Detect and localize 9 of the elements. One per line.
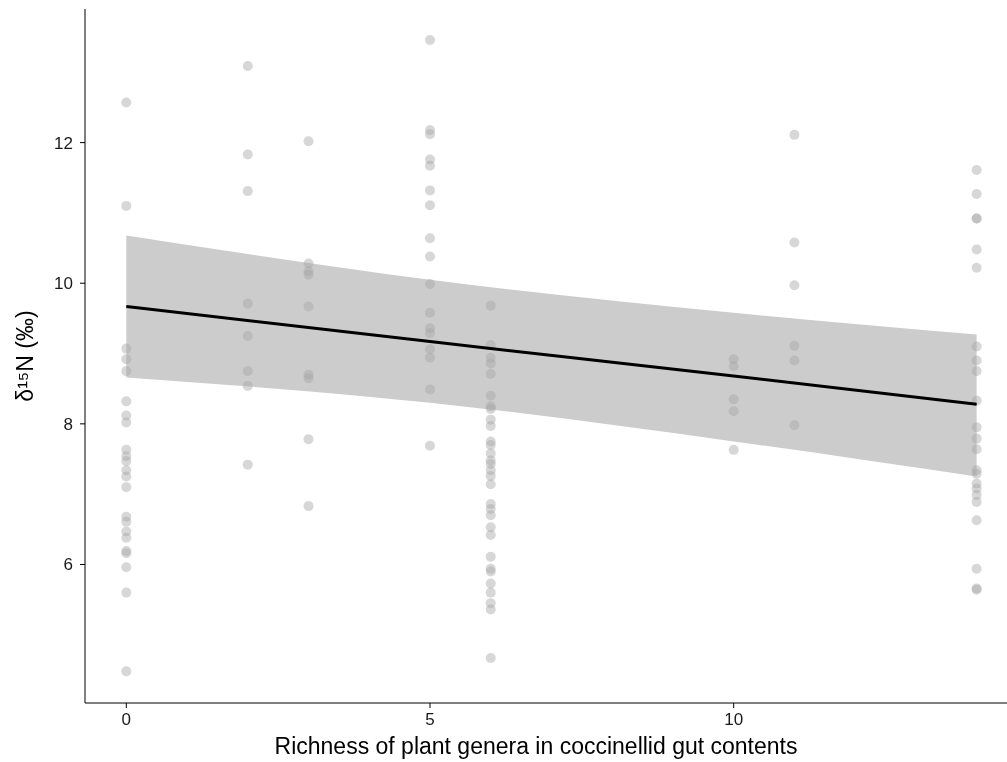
y-tick-label: 8 <box>63 414 73 434</box>
x-tick-label: 0 <box>121 710 132 729</box>
x-axis-title: Richness of plant genera in coccinellid gut contents <box>274 733 798 759</box>
y-axis-title: δ¹⁵N (‰) <box>12 310 38 402</box>
x-tick-label: 5 <box>425 710 435 729</box>
y-tick-label: 12 <box>54 133 73 153</box>
x-tick-label: 10 <box>724 710 744 729</box>
y-tick-label: 6 <box>63 555 73 575</box>
y-tick-label: 10 <box>54 274 73 294</box>
